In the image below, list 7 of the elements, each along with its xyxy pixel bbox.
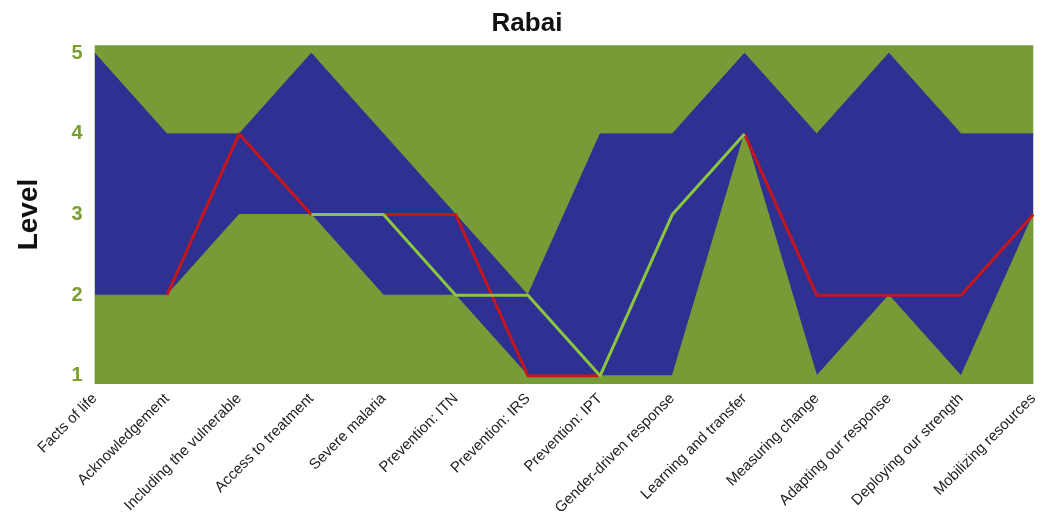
y-axis-title: Level bbox=[11, 178, 43, 251]
y-tick-label: 4 bbox=[71, 121, 84, 144]
y-tick-label: 2 bbox=[71, 282, 83, 305]
chart-title: Rabai bbox=[491, 6, 563, 37]
y-tick-label: 1 bbox=[71, 363, 83, 386]
y-tick-label: 5 bbox=[71, 40, 83, 63]
y-tick-label: 3 bbox=[71, 202, 83, 225]
